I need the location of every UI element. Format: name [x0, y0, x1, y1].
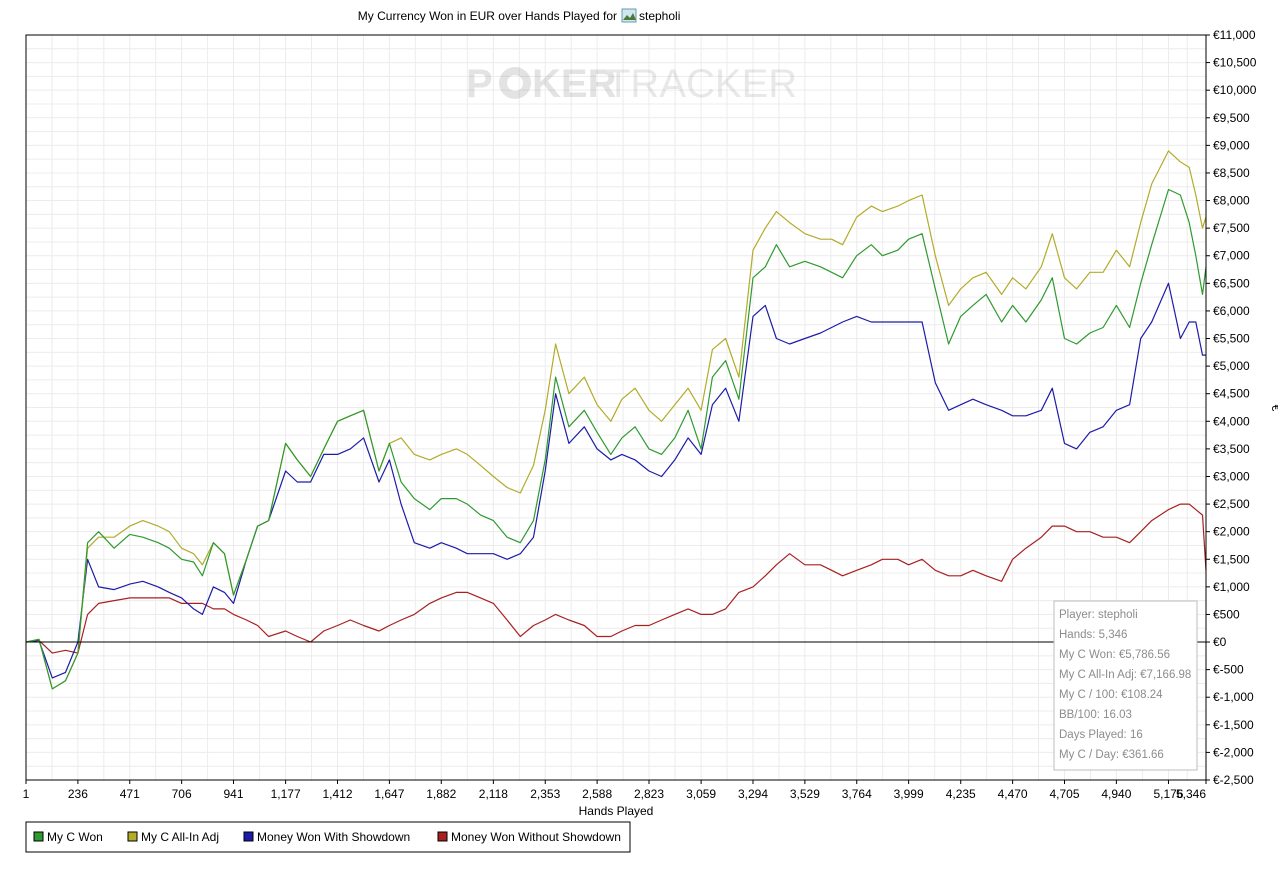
y-tick-label: €-1,500: [1213, 718, 1254, 732]
x-tick-label: 2,823: [634, 787, 664, 801]
pokertracker-watermark: P KER TRACKER: [466, 62, 797, 106]
stats-line: Hands: 5,346: [1059, 629, 1127, 641]
watermark-suffix: TRACKER: [606, 62, 797, 106]
x-tick-label: 2,118: [479, 787, 508, 801]
x-tick-label: 1,412: [322, 787, 352, 801]
grid: [25, 34, 1207, 781]
series-line-3: [25, 503, 1207, 654]
legend-swatch: [437, 831, 448, 842]
y-tick-label: €3,500: [1213, 442, 1250, 456]
x-tick-label: 4,705: [1049, 787, 1079, 801]
legend-swatch: [243, 831, 254, 842]
legend-label: My C Won: [47, 830, 103, 844]
x-tick-label: 1: [23, 787, 30, 801]
x-tick-label: 2,588: [582, 787, 612, 801]
x-tick-label: 5,176: [1153, 787, 1183, 801]
x-tick-label: 471: [120, 787, 140, 801]
y-tick-label: €9,500: [1213, 111, 1250, 125]
legend-label: Money Won Without Showdown: [451, 830, 621, 844]
poker-chip-icon: [499, 67, 531, 99]
x-tick-label: 3,999: [894, 787, 924, 801]
y-tick-label: €5,500: [1213, 332, 1250, 346]
y-tick-label: €3,000: [1213, 469, 1250, 483]
y-tick-label: €7,000: [1213, 249, 1250, 263]
y-tick-label: €500: [1213, 607, 1240, 621]
x-tick-label: 706: [172, 787, 192, 801]
x-axis-ticks: 1 236 471 706 941 1,177 1,412 1,647 1,882 2,118 2,…: [23, 780, 1207, 801]
y-tick-label: €-1,000: [1213, 690, 1254, 704]
x-tick-label: 5,346: [1176, 787, 1206, 801]
x-tick-label: 2,353: [530, 787, 560, 801]
x-tick-label: 3,294: [738, 787, 768, 801]
x-tick-label: 3,059: [686, 787, 716, 801]
y-tick-label: €2,000: [1213, 525, 1250, 539]
y-tick-label: €1,500: [1213, 552, 1250, 566]
x-tick-label: 236: [68, 787, 88, 801]
y-axis-title: €: [1269, 405, 1278, 412]
x-tick-label: 1,647: [374, 787, 404, 801]
plot-frame: [25, 34, 1207, 781]
chart-title: My Currency Won in EUR over Hands Played…: [358, 9, 617, 23]
series-lines: [25, 150, 1207, 690]
legend-swatch: [127, 831, 138, 842]
y-tick-label: €8,000: [1213, 194, 1250, 208]
x-tick-label: 3,529: [790, 787, 820, 801]
stats-line: Player: stepholi: [1059, 609, 1138, 621]
legend-label: My C All-In Adj: [141, 830, 219, 844]
stats-line: My C / Day: €361.66: [1059, 749, 1164, 761]
x-tick-label: 1,882: [426, 787, 456, 801]
x-tick-label: 4,235: [946, 787, 976, 801]
x-tick-label: 1,177: [271, 787, 301, 801]
legend: My C Won My C All-In Adj Money Won With Sh…: [25, 821, 631, 853]
y-tick-label: €4,000: [1213, 414, 1250, 428]
y-tick-label: €8,500: [1213, 166, 1250, 180]
stats-line: My C All-In Adj: €7,166.98: [1059, 669, 1191, 681]
chart-player-name: stepholi: [639, 9, 680, 23]
y-tick-label: €5,000: [1213, 359, 1250, 373]
x-tick-label: 4,940: [1101, 787, 1131, 801]
watermark-prefix: P: [466, 62, 493, 106]
series-line-0: [25, 188, 1207, 690]
y-tick-label: €6,000: [1213, 304, 1250, 318]
player-stats-box: Player: stepholi Hands: 5,346 My C Won: €5…: [1053, 600, 1198, 771]
y-tick-label: €-2,500: [1213, 773, 1254, 787]
y-tick-label: €9,000: [1213, 138, 1250, 152]
watermark-middle: KER: [532, 62, 617, 106]
stats-line: My C / 100: €108.24: [1059, 689, 1163, 701]
y-tick-label: €6,500: [1213, 276, 1250, 290]
x-axis-title: Hands Played: [579, 804, 654, 818]
x-tick-label: 4,470: [998, 787, 1028, 801]
y-tick-label: €10,000: [1213, 83, 1257, 97]
y-tick-label: €-500: [1213, 663, 1244, 677]
y-tick-label: €-2,000: [1213, 745, 1254, 759]
stats-line: Days Played: 16: [1059, 729, 1143, 741]
y-tick-label: €0: [1213, 635, 1227, 649]
y-tick-label: €2,500: [1213, 497, 1250, 511]
stats-line: BB/100: 16.03: [1059, 709, 1132, 721]
y-tick-label: €10,500: [1213, 56, 1257, 70]
stats-line: My C Won: €5,786.56: [1059, 649, 1170, 661]
y-tick-label: €4,500: [1213, 387, 1250, 401]
y-axis-ticks: €11,000 €10,500 €10,000 €9,500 €9,000 €8,500 €…: [1206, 28, 1257, 787]
series-line-2: [25, 282, 1206, 679]
y-tick-label: €11,000: [1213, 28, 1256, 42]
player-avatar-icon: [621, 8, 637, 23]
y-tick-label: €1,000: [1213, 580, 1250, 594]
legend-label: Money Won With Showdown: [257, 830, 410, 844]
legend-swatch: [33, 831, 44, 842]
x-tick-label: 3,764: [842, 787, 872, 801]
y-tick-label: €7,500: [1213, 221, 1250, 235]
plot-border: [25, 34, 1207, 781]
x-tick-label: 941: [224, 787, 244, 801]
